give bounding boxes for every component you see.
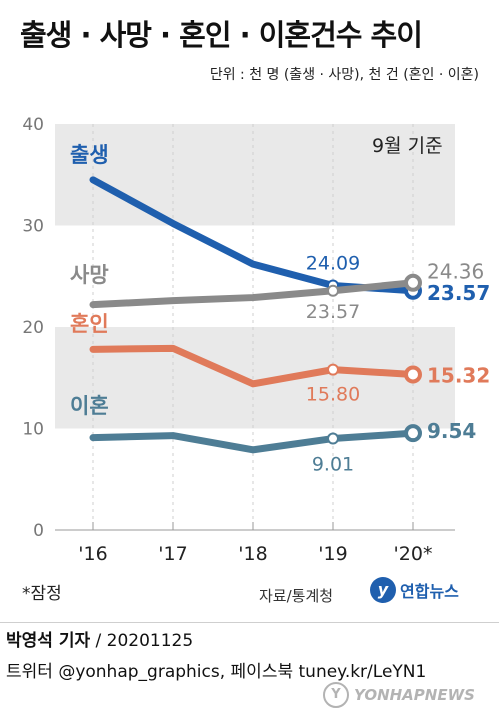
series-lines [89, 176, 422, 454]
series-line-1 [89, 279, 417, 309]
x-tick-label: '19 [318, 543, 347, 565]
axis-layer: 0 10 20 30 40 '16 '17 '18 '19 '20* [22, 115, 455, 565]
grid-band-1 [55, 327, 455, 429]
data-source: 자료/통계청 [259, 587, 334, 605]
data-label-2020: 15.32 [427, 364, 490, 388]
grid-bands [55, 124, 455, 429]
data-label-2020: 9.54 [427, 419, 476, 443]
y-tick-label: 10 [22, 420, 44, 440]
social-links: 트위터 @yonhap_graphics, 페이스북 tuney.kr/LeYN… [6, 662, 427, 682]
series-line-3 [89, 429, 417, 454]
x-tick-label: '18 [238, 543, 267, 565]
watermark-text: YONHAPNEWS [354, 686, 475, 704]
data-label-2019: 15.80 [306, 384, 360, 406]
yonhapnews-watermark: Y YONHAPNEWS [323, 682, 475, 708]
series-labels: 출생24.0923.57사망23.5724.36혼인15.8015.32이혼9.… [70, 143, 490, 476]
data-label-2019: 23.57 [306, 301, 360, 323]
data-point-3-2019 [327, 432, 339, 445]
data-label-2020: 24.36 [427, 260, 484, 284]
reporter-name: 박영석 기자 [6, 631, 91, 651]
data-label-2019: 9.01 [312, 454, 354, 476]
data-point-3-2020 [404, 424, 422, 443]
yonhap-logo-text: 연합뉴스 [400, 582, 459, 601]
data-point-1-2020 [404, 273, 422, 292]
grid-band-0 [55, 124, 455, 226]
yonhap-logo: y 연합뉴스 [370, 577, 459, 603]
series-name-label: 이혼 [70, 394, 109, 418]
series-name-label: 출생 [70, 143, 109, 167]
base-month-note: 9월 기준 [372, 135, 443, 157]
watermark-icon: Y [323, 682, 349, 708]
reporter-credit: 박영석 기자 / 20201125 [6, 626, 193, 651]
series-name-label: 혼인 [70, 312, 109, 336]
y-tick-label: 0 [33, 521, 44, 541]
series-line-2 [89, 344, 417, 388]
data-label-2020: 23.57 [427, 281, 490, 305]
data-point-1-2019 [327, 284, 339, 297]
series-name-label: 사망 [70, 263, 109, 287]
yonhap-logo-icon: y [370, 577, 396, 603]
chart-title: 출생 · 사망 · 혼인 · 이혼건수 추이 [20, 18, 423, 52]
y-tick-label: 30 [22, 217, 44, 237]
unit-subtitle: 단위 : 천 명 (출생 · 사망), 천 건 (혼인 · 이혼) [209, 67, 479, 83]
provisional-footnote: *잠정 [22, 584, 62, 604]
data-point-2-2020 [404, 365, 422, 384]
y-tick-label: 20 [22, 318, 44, 338]
x-tick-label: '20* [394, 543, 433, 565]
chart-card [0, 622, 499, 623]
y-tick-label: 40 [22, 115, 44, 135]
data-point-2-2019 [327, 363, 339, 376]
data-label-2019: 24.09 [306, 252, 360, 274]
x-tick-label: '16 [78, 543, 107, 565]
x-tick-label: '17 [158, 543, 187, 565]
line-chart: 0 10 20 30 40 '16 '17 '18 '19 '20* 출생 24.09 23.57 사망… [22, 115, 490, 565]
publish-date: / 20201125 [90, 631, 194, 651]
